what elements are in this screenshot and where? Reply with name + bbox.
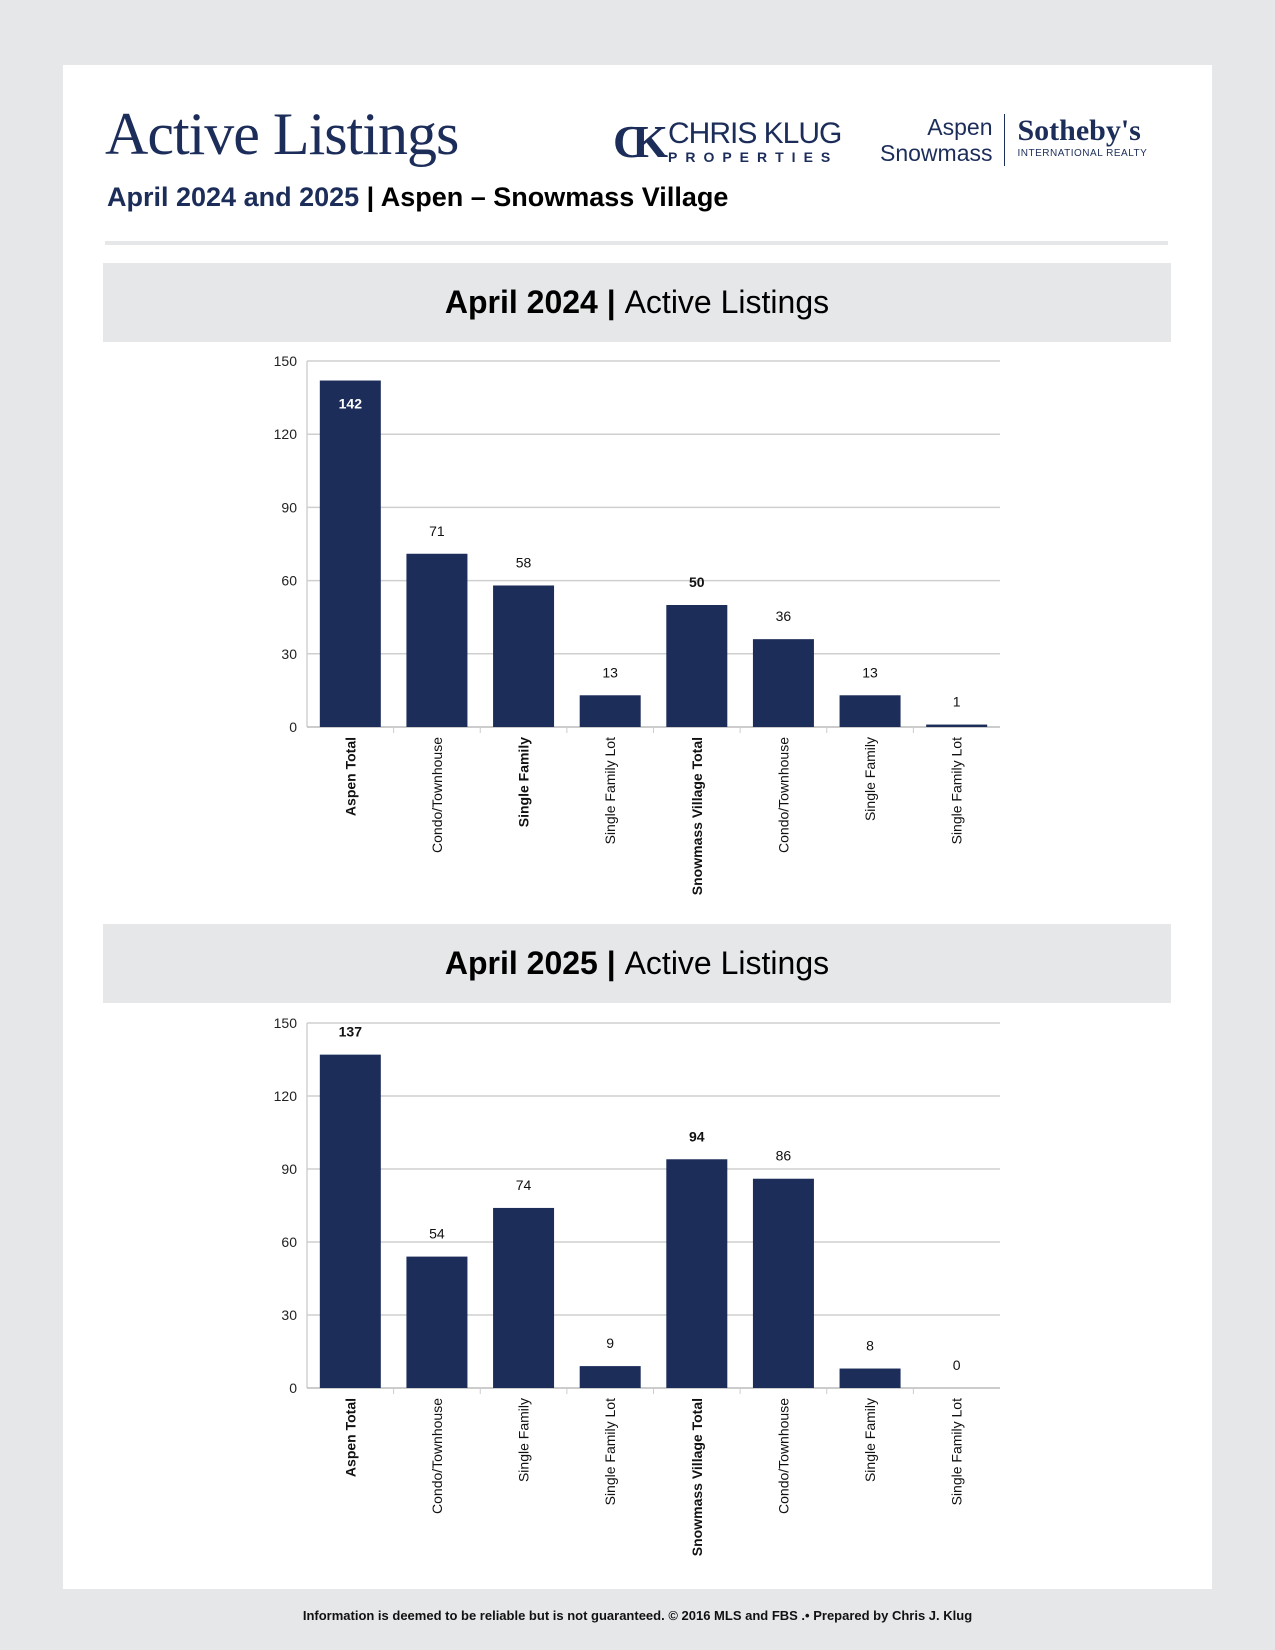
data-label: 94: [689, 1128, 705, 1144]
x-tick-label: Condo/Townhouse: [775, 1398, 791, 1514]
sir-line2: Snowmass: [880, 140, 993, 166]
bar: [319, 380, 381, 727]
sir-sub: INTERNATIONAL REALTY: [1017, 148, 1148, 159]
page-title: Active Listings: [105, 101, 459, 167]
page-subtitle: April 2024 and 2025 | Aspen – Snowmass V…: [107, 182, 728, 213]
banner-date: April 2024: [444, 284, 598, 320]
bar: [839, 695, 901, 727]
data-label: 50: [689, 574, 705, 590]
y-tick-label: 30: [281, 646, 297, 662]
bar: [926, 724, 988, 727]
y-tick-label: 120: [274, 1088, 298, 1104]
ck-sub: PROPERTIES: [668, 148, 839, 165]
x-tick-label: Single Family Lot: [602, 1398, 618, 1505]
x-tick-label: Snowmass Village Total: [689, 1398, 705, 1556]
y-tick-label: 150: [274, 353, 298, 369]
y-tick-label: 60: [281, 573, 297, 589]
subtitle-separator: |: [359, 182, 381, 212]
data-label: 1: [953, 694, 961, 710]
footer-disclaimer: Information is deemed to be reliable but…: [302, 1608, 973, 1623]
y-tick-label: 0: [289, 719, 297, 735]
x-tick-label: Condo/Townhouse: [775, 737, 791, 853]
bar: [406, 1256, 468, 1388]
y-tick-label: 30: [281, 1307, 297, 1323]
y-tick-label: 90: [281, 499, 297, 515]
data-label: 36: [776, 608, 792, 624]
bar: [493, 1207, 555, 1388]
x-tick-label: Aspen Total: [342, 1398, 358, 1477]
header-divider: [105, 241, 1168, 245]
ck-name: CHRIS KLUG: [668, 116, 842, 150]
data-label: 13: [602, 664, 618, 680]
subtitle-period: April 2024 and 2025: [107, 182, 360, 212]
x-tick-label: Snowmass Village Total: [689, 737, 705, 895]
data-label: 54: [429, 1226, 445, 1242]
sothebys-logo: Aspen Snowmass Sotheby's INTERNATIONAL REA…: [880, 114, 1147, 166]
data-label: 0: [953, 1357, 961, 1373]
x-tick-label: Condo/Townhouse: [429, 737, 445, 853]
subtitle-location: Aspen – Snowmass Village: [380, 182, 729, 212]
bar: [839, 1368, 901, 1388]
data-label: 8: [866, 1338, 874, 1354]
data-label: 74: [516, 1177, 532, 1193]
x-tick-label: Condo/Townhouse: [429, 1398, 445, 1514]
x-tick-label: Single Family: [516, 737, 532, 827]
sir-brand: Sotheby's: [1017, 114, 1141, 147]
bar: [319, 1054, 381, 1388]
banner-sep: |: [597, 284, 625, 320]
banner-date: April 2025: [444, 945, 598, 981]
y-tick-label: 60: [281, 1234, 297, 1250]
bar: [752, 1178, 814, 1388]
data-label: 86: [776, 1148, 792, 1164]
bar: [579, 1366, 641, 1388]
bar: [579, 695, 641, 727]
data-label: 58: [516, 554, 532, 570]
x-tick-label: Aspen Total: [342, 737, 358, 816]
banner-label: Active Listings: [624, 945, 830, 981]
y-tick-label: 120: [274, 426, 298, 442]
banner-label: Active Listings: [624, 284, 830, 320]
data-label: 137: [339, 1024, 363, 1040]
sir-line1: Aspen: [927, 114, 993, 140]
chris-klug-logo: CK CHRIS KLUG PROPERTIES: [613, 115, 842, 168]
y-tick-label: 0: [289, 1380, 297, 1396]
x-tick-label: Single Family Lot: [949, 1398, 965, 1505]
x-tick-label: Single Family: [862, 737, 878, 821]
section-banner-2024: April 2024 | Active Listings: [103, 263, 1171, 342]
bar: [666, 1159, 728, 1388]
data-label: 9: [606, 1335, 614, 1351]
bar: [406, 553, 468, 727]
section-banner-2025: April 2025 | Active Listings: [103, 924, 1171, 1003]
y-tick-label: 150: [274, 1015, 298, 1031]
bar: [752, 639, 814, 727]
x-tick-label: Single Family Lot: [602, 737, 618, 844]
banner-sep: |: [597, 945, 625, 981]
x-tick-label: Single Family Lot: [949, 737, 965, 844]
bar: [493, 585, 555, 727]
data-label: 142: [339, 396, 363, 412]
y-tick-label: 90: [281, 1161, 297, 1177]
data-label: 13: [862, 664, 878, 680]
data-label: 71: [429, 523, 445, 539]
bar: [666, 605, 728, 727]
x-tick-label: Single Family: [516, 1398, 532, 1482]
x-tick-label: Single Family: [862, 1398, 878, 1482]
